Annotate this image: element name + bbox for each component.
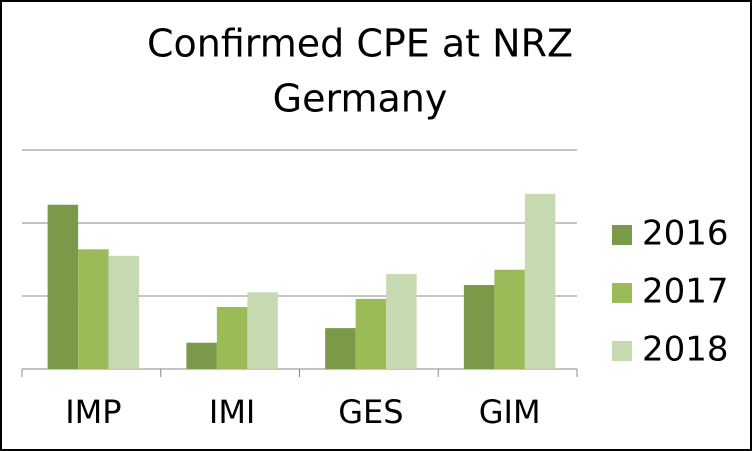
bar xyxy=(216,306,248,369)
x-tick-label: IMP xyxy=(65,393,121,431)
bar xyxy=(186,342,217,369)
legend-swatch xyxy=(612,225,632,245)
x-tick-label: IMI xyxy=(209,393,255,431)
legend-label: 2017 xyxy=(642,272,729,312)
x-tick-label: GIM xyxy=(479,393,541,431)
bar xyxy=(78,249,109,369)
legend-label: 2016 xyxy=(642,214,729,254)
chart-title: Confirmed CPE at NRZ xyxy=(147,22,573,66)
legend-swatch xyxy=(612,341,632,361)
bar xyxy=(247,292,278,369)
bar xyxy=(355,298,387,369)
x-tick-label: GES xyxy=(338,393,403,431)
legend-swatch xyxy=(612,283,632,303)
bar xyxy=(47,204,79,369)
bar xyxy=(463,285,495,369)
bar xyxy=(108,255,140,369)
bar xyxy=(494,269,525,369)
legend-label: 2018 xyxy=(642,330,729,370)
chart-subtitle: Germany xyxy=(273,77,448,121)
bar xyxy=(386,274,417,369)
bar xyxy=(325,328,356,369)
bar xyxy=(524,193,556,369)
